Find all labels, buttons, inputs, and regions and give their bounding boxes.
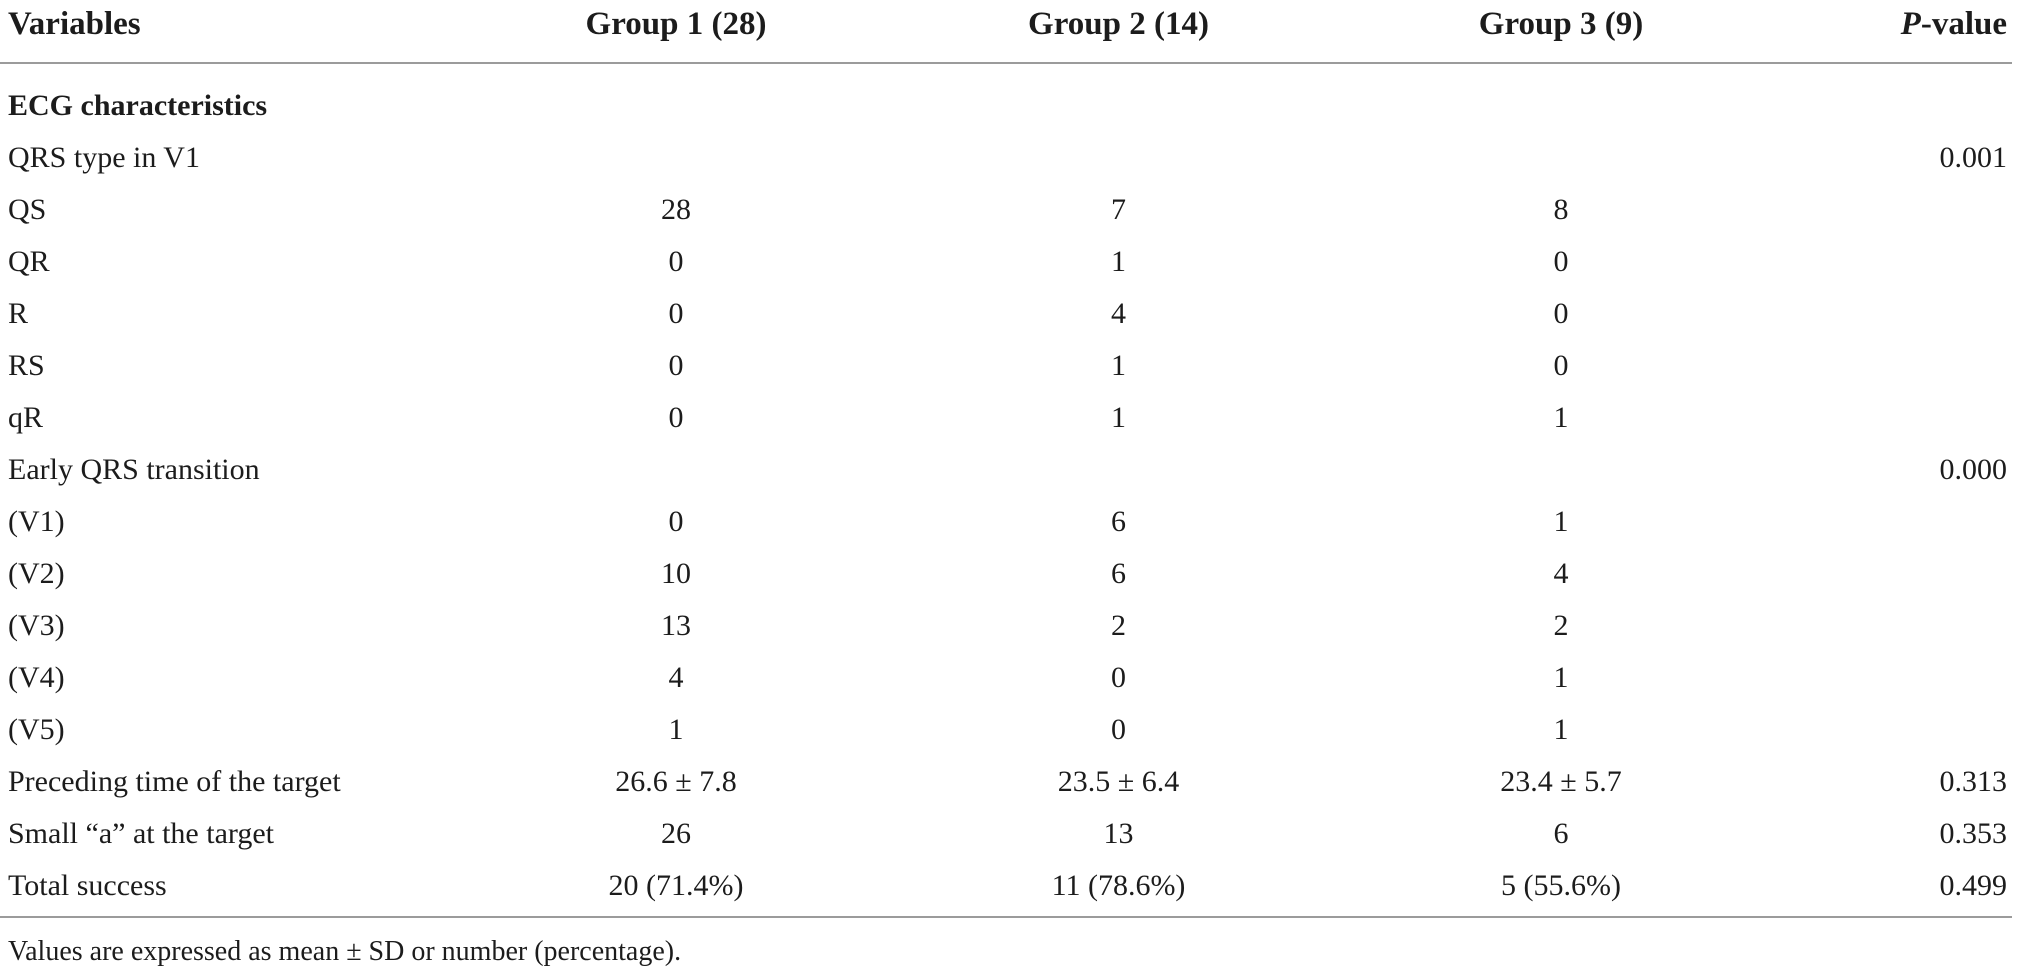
row-label: qR bbox=[8, 401, 44, 434]
group3-cell: 1 bbox=[1553, 661, 1569, 694]
table-row: QRS type in V1 0.001 bbox=[0, 132, 2019, 184]
group2-cell: 1 bbox=[1111, 349, 1126, 382]
group2-cell: 1 bbox=[1111, 245, 1126, 278]
group3-cell: 8 bbox=[1553, 193, 1569, 226]
p-value-cell: 0.313 bbox=[1939, 765, 2008, 798]
column-header-p-value: P-value bbox=[1782, 6, 2019, 44]
group1-cell: 28 bbox=[661, 193, 691, 226]
group3-cell: 4 bbox=[1553, 557, 1569, 590]
table-footnote: Values are expressed as mean ± SD or num… bbox=[8, 936, 682, 967]
table-row: R 0 4 0 bbox=[0, 288, 2019, 340]
group2-cell: 4 bbox=[1111, 297, 1126, 330]
row-label: (V4) bbox=[8, 661, 65, 694]
row-label: QS bbox=[8, 193, 47, 226]
group3-cell: 0 bbox=[1553, 297, 1569, 330]
table-row: (V5) 1 0 1 bbox=[0, 704, 2019, 756]
group3-cell: 6 bbox=[1553, 817, 1569, 850]
row-label: QRS type in V1 bbox=[8, 141, 200, 174]
group1-cell: 0 bbox=[668, 297, 684, 330]
group1-cell: 0 bbox=[668, 349, 684, 382]
group2-cell: 13 bbox=[1103, 817, 1134, 850]
row-label: (V5) bbox=[8, 713, 65, 746]
group2-cell: 2 bbox=[1111, 609, 1126, 642]
group3-cell: 1 bbox=[1553, 713, 1569, 746]
row-label: (V2) bbox=[8, 557, 65, 590]
table-row: (V1) 0 6 1 bbox=[0, 496, 2019, 548]
group1-cell: 26 bbox=[661, 817, 691, 850]
row-label: R bbox=[8, 297, 29, 330]
row-label: Preceding time of the target bbox=[8, 765, 341, 798]
group1-cell: 0 bbox=[668, 505, 684, 538]
group3-cell: 23.4 ± 5.7 bbox=[1500, 765, 1622, 798]
p-value-italic-p: P bbox=[1900, 6, 1921, 42]
row-label: RS bbox=[8, 349, 45, 382]
table-row: ECG characteristics bbox=[0, 80, 2019, 132]
group1-cell: 10 bbox=[661, 557, 691, 590]
group3-cell: 0 bbox=[1553, 349, 1569, 382]
table-row: RS 0 1 0 bbox=[0, 340, 2019, 392]
group2-cell: 23.5 ± 6.4 bbox=[1057, 765, 1180, 798]
table-row: QR 0 1 0 bbox=[0, 236, 2019, 288]
table-row: (V4) 4 0 1 bbox=[0, 652, 2019, 704]
table-row: Small “a” at the target 26 13 6 0.353 bbox=[0, 808, 2019, 860]
column-header-group3: Group 3 (9) bbox=[1478, 6, 1644, 42]
table-row: qR 0 1 1 bbox=[0, 392, 2019, 444]
group2-cell: 6 bbox=[1111, 505, 1126, 538]
row-label: (V3) bbox=[8, 609, 65, 642]
row-label: Small “a” at the target bbox=[8, 817, 275, 850]
row-label: ECG characteristics bbox=[8, 89, 268, 122]
group2-cell: 0 bbox=[1111, 713, 1126, 746]
row-label: QR bbox=[8, 245, 50, 278]
p-value-suffix: -value bbox=[1920, 6, 2007, 42]
table-body: ECG characteristics QRS type in V1 0.001… bbox=[0, 64, 2019, 912]
row-label: (V1) bbox=[8, 505, 65, 538]
group1-cell: 0 bbox=[668, 245, 684, 278]
group2-cell: 6 bbox=[1111, 557, 1126, 590]
table-row: Early QRS transition 0.000 bbox=[0, 444, 2019, 496]
group1-cell: 26.6 ± 7.8 bbox=[615, 765, 737, 798]
footer-divider bbox=[0, 916, 2012, 918]
group3-cell: 1 bbox=[1553, 401, 1569, 434]
table-header-row: Variables Group 1 (28) Group 2 (14) Grou… bbox=[0, 0, 2019, 62]
group3-cell: 0 bbox=[1553, 245, 1569, 278]
group1-cell: 13 bbox=[661, 609, 691, 642]
group1-cell: 1 bbox=[668, 713, 684, 746]
group2-cell: 1 bbox=[1111, 401, 1126, 434]
group1-cell: 0 bbox=[668, 401, 684, 434]
group3-cell: 2 bbox=[1553, 609, 1569, 642]
p-value-cell: 0.000 bbox=[1939, 453, 2008, 486]
group3-cell: 5 (55.6%) bbox=[1501, 869, 1621, 902]
group2-cell: 7 bbox=[1111, 193, 1126, 226]
group2-cell: 11 (78.6%) bbox=[1051, 869, 1186, 902]
group3-cell: 1 bbox=[1553, 505, 1569, 538]
row-label: Early QRS transition bbox=[8, 453, 260, 486]
column-header-group1: Group 1 (28) bbox=[585, 6, 767, 42]
row-label: Total success bbox=[8, 869, 167, 902]
table-row: (V3) 13 2 2 bbox=[0, 600, 2019, 652]
header-divider bbox=[0, 62, 2012, 64]
group1-cell: 4 bbox=[668, 661, 684, 694]
p-value-cell: 0.353 bbox=[1939, 817, 2008, 850]
group1-cell: 20 (71.4%) bbox=[608, 869, 744, 902]
table-row: (V2) 10 6 4 bbox=[0, 548, 2019, 600]
column-header-group2: Group 2 (14) bbox=[1028, 6, 1209, 42]
p-value-cell: 0.001 bbox=[1939, 141, 2008, 174]
p-value-cell: 0.499 bbox=[1939, 869, 2008, 902]
table-row: QS 28 7 8 bbox=[0, 184, 2019, 236]
table-row: Total success 20 (71.4%) 11 (78.6%) 5 (5… bbox=[0, 860, 2019, 912]
column-header-variables: Variables bbox=[8, 6, 141, 42]
group2-cell: 0 bbox=[1111, 661, 1126, 694]
table-row: Preceding time of the target 26.6 ± 7.8 … bbox=[0, 756, 2019, 808]
